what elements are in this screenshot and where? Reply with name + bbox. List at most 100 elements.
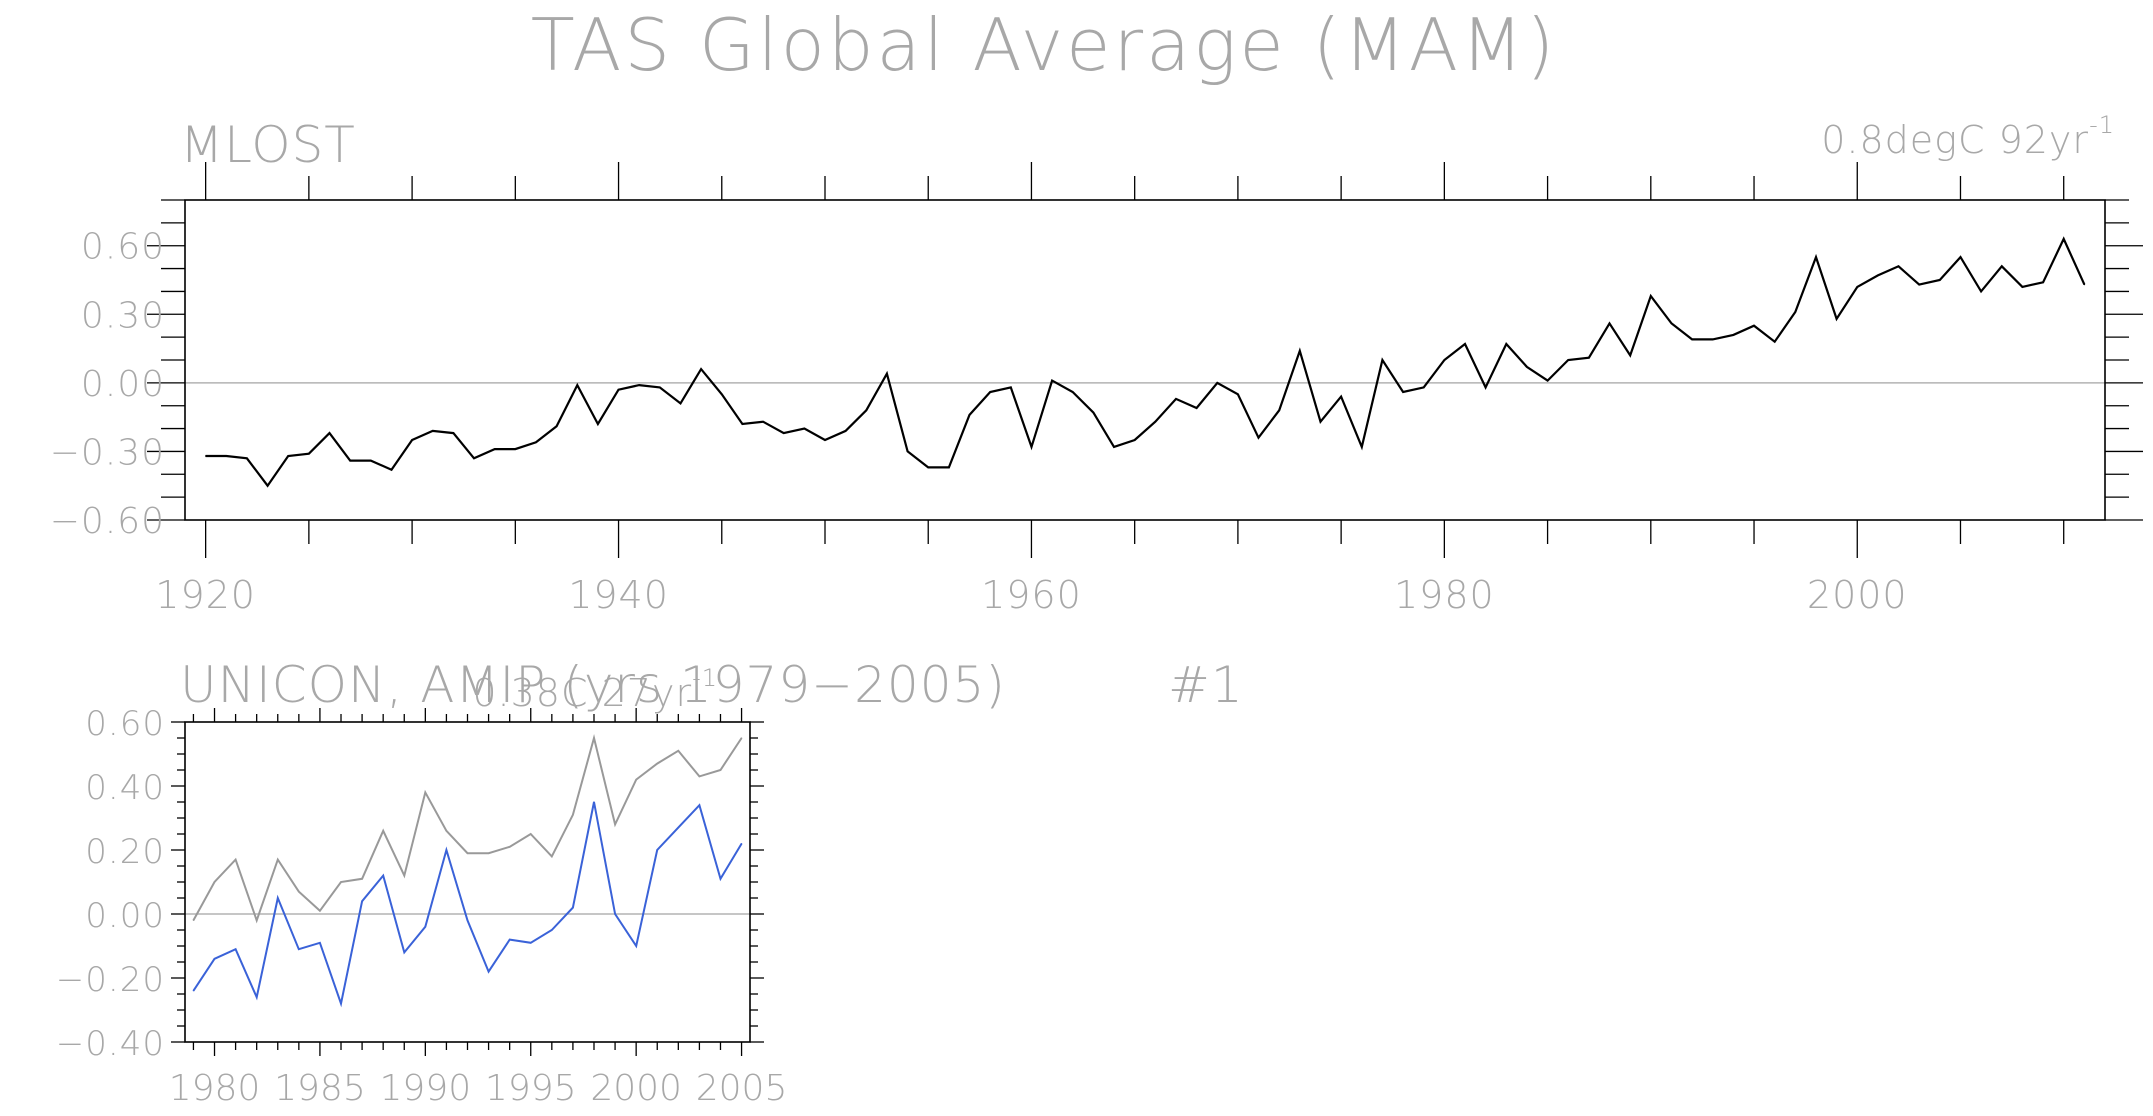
panel-mlost-series-0-point <box>1774 341 1776 343</box>
panel-mlost-series-0-point <box>1257 437 1260 439</box>
panel-mlost-series-0-point <box>1732 334 1734 336</box>
panel-mlost-series-0-point <box>1113 446 1115 448</box>
panel-mlost-series-0-point <box>1691 338 1693 340</box>
panel-mlost-x-tick-label: 1960 <box>981 573 1082 617</box>
panel-unicon-series-0-point <box>235 859 237 861</box>
panel-mlost-series-0-point <box>1464 343 1466 345</box>
panel-unicon-series-1-point <box>319 942 321 944</box>
panel-unicon-series-1-point <box>635 945 637 947</box>
panel-unicon-series-1-point <box>361 900 363 902</box>
panel-unicon-series-0-point <box>298 891 300 893</box>
panel-mlost-series-0-point <box>370 460 372 462</box>
panel-unicon-series-1-point <box>593 801 595 803</box>
panel-unicon-ticks <box>171 708 764 1056</box>
panel-mlost-series-0-point <box>741 423 744 425</box>
panel-unicon-series-0-point <box>277 859 279 861</box>
panel-mlost-x-tick-label: 2000 <box>1807 573 1908 617</box>
panel-mlost-y-tick-label: 0.60 <box>81 227 165 268</box>
panel-unicon-series-1-point <box>488 971 490 973</box>
panel-unicon-series-0-point <box>403 875 405 877</box>
panel-unicon-series-0-point <box>319 910 321 912</box>
panel-mlost-trend-value: 0.8degC 92yr <box>1821 118 2089 162</box>
panel-mlost-series-0-point <box>1588 357 1590 359</box>
panel-unicon-series-0-point <box>340 881 342 883</box>
panel-mlost-series-0-point <box>1361 446 1363 448</box>
panel-mlost-series-0-point <box>308 453 310 455</box>
panel-mlost-x-tick-label: 1940 <box>568 573 669 617</box>
panel-unicon-series-0-point <box>382 830 384 832</box>
panel-mlost-series-0-point <box>907 450 909 452</box>
panel-mlost-y-tick-label: −0.60 <box>50 501 165 542</box>
panel-unicon-series-0-point <box>488 852 490 854</box>
panel-mlost-series-0-point <box>1505 343 1507 345</box>
panel-unicon-series-0-point <box>466 852 469 854</box>
panel-mlost-series-0-point <box>968 414 971 416</box>
panel-mlost-series-0-point <box>927 466 929 468</box>
panel-mlost-frame <box>184 199 2106 521</box>
panel-mlost-series-0-point <box>1567 359 1569 361</box>
panel-unicon-x-tick-label: 2000 <box>590 1068 682 1109</box>
panel-unicon-series-1-point <box>614 913 616 915</box>
panel-mlost-series-0-point <box>1650 295 1652 297</box>
panel-unicon-series-0-point <box>424 791 426 794</box>
panel-unicon-series-1-point <box>403 951 405 954</box>
panel-unicon-series-1-point <box>677 827 679 829</box>
panel-mlost-series-0-point <box>845 430 847 432</box>
panel-unicon-series-1-point <box>340 1003 342 1005</box>
panel-unicon-series-0-point <box>593 737 595 739</box>
panel-unicon-series-1-point <box>509 939 511 941</box>
panel-mlost-series-0-point <box>1051 380 1053 382</box>
panel-mlost-series-0-point <box>1815 256 1817 258</box>
panel-mlost-series-0-point <box>1443 359 1445 361</box>
panel-mlost-series-0-point <box>432 430 434 432</box>
panel-mlost-series-0-point <box>700 368 702 370</box>
panel-unicon-series-0-point <box>741 737 743 739</box>
panel-mlost-series-0-point <box>1154 421 1156 423</box>
panel-mlost-series-0-point <box>535 441 537 443</box>
panel-mlost-series-0-point <box>1918 284 1920 286</box>
panel-mlost-series-0-point <box>1299 350 1301 352</box>
panel-mlost-series-0-point <box>1196 407 1198 409</box>
panel-mlost-series-0-point <box>1608 322 1611 324</box>
panel-unicon-series-1-point <box>235 948 237 950</box>
panel-mlost-series-0-point <box>411 439 413 441</box>
panel-unicon-series-1-point <box>192 990 194 992</box>
panel-unicon-series-1-point <box>572 907 574 909</box>
panel-unicon-series-1-point <box>530 942 532 944</box>
panel-mlost-series-0-point <box>205 455 207 457</box>
panel-mlost-series-0-point <box>1836 318 1838 320</box>
panel-mlost-series-0-point <box>1526 366 1528 368</box>
panel-mlost-series-0-point <box>2042 281 2044 283</box>
panel-unicon-trend: 0.38C 27yr-1 <box>472 664 718 715</box>
panel-unicon-y-tick-label: 0.20 <box>85 832 165 872</box>
panel-mlost-series-0-point <box>390 469 393 471</box>
figure-title: TAS Global Average (MAM) <box>531 3 1558 87</box>
panel-mlost-x-tick-label: 1980 <box>1394 573 1495 617</box>
panel-unicon-series-1-point <box>719 878 722 880</box>
panel-unicon-member-label: #1 <box>1168 656 1244 714</box>
panel-unicon-series-1-point <box>277 897 279 899</box>
panel-mlost-series-0-point <box>349 460 351 462</box>
panel-mlost-series-0-point <box>1278 409 1280 411</box>
panel-unicon-series-0-point <box>509 846 511 848</box>
panel-mlost-trend: 0.8degC 92yr-1 <box>1821 111 2115 162</box>
panel-mlost-series-0-point <box>2001 265 2003 267</box>
panel-unicon-series-1-point <box>256 996 258 998</box>
panel-mlost-series-0-point <box>762 421 764 423</box>
panel-unicon-series-0-line <box>192 734 743 924</box>
panel-mlost-series-0-point <box>1030 446 1033 448</box>
panel-mlost-y-tick-label: 0.00 <box>81 364 165 405</box>
panel-unicon-series-0-point <box>719 769 722 771</box>
panel-mlost-series-0-point <box>783 432 785 434</box>
panel-unicon-y-tick-label: −0.40 <box>56 1024 165 1064</box>
panel-mlost-series-0-point <box>2083 284 2085 286</box>
panel-unicon-series-0-point <box>572 814 574 816</box>
panel-mlost-series-0-point <box>556 425 558 427</box>
panel-unicon-series <box>192 734 743 1008</box>
panel-mlost-series-0-point <box>2021 286 2023 288</box>
panel-mlost-series-0-point <box>1381 359 1383 361</box>
panel-mlost-series-0-point <box>1010 386 1012 388</box>
panel-mlost-series-0-point <box>638 384 640 386</box>
panel-mlost-series-0-point <box>246 457 248 459</box>
